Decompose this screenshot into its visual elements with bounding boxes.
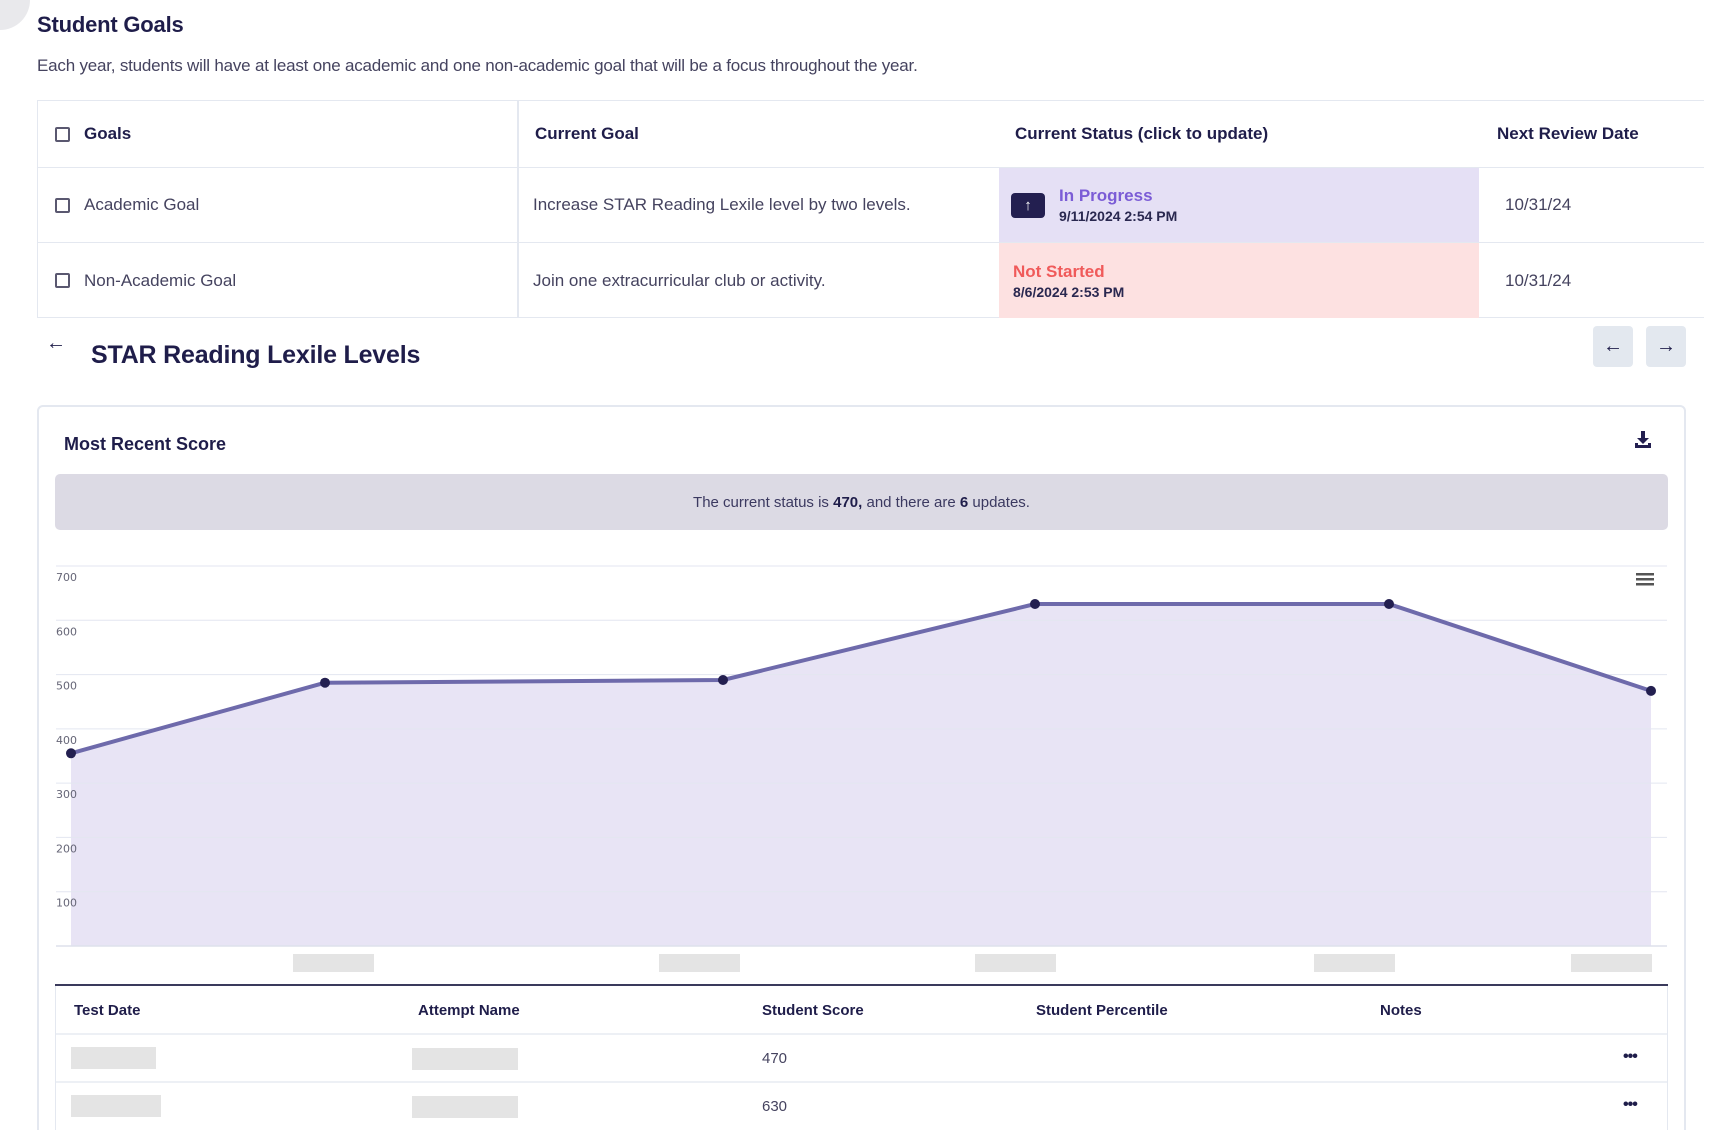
- banner-current-value: 470,: [833, 493, 863, 511]
- header-attempt-name: Attempt Name: [418, 1002, 520, 1019]
- x-tick-label-redacted: [1571, 954, 1652, 972]
- window-corner: [0, 0, 30, 30]
- select-all-checkbox[interactable]: [55, 126, 70, 142]
- status-banner: The current status is 470, and there are…: [55, 474, 1668, 530]
- header-current-status: Current Status (click to update): [1015, 124, 1269, 143]
- header-student-percentile: Student Percentile: [1036, 1002, 1168, 1019]
- student-score: 630: [762, 1098, 788, 1115]
- goal-row-academic: Academic Goal: [55, 168, 199, 242]
- goal-name: Academic Goal: [84, 195, 200, 214]
- row-divider: [56, 1033, 1667, 1035]
- banner-update-count: 6: [959, 493, 969, 511]
- arrow-left-icon: ←: [46, 332, 66, 354]
- section-title: STAR Reading Lexile Levels: [91, 341, 421, 369]
- header-next-review-date: Next Review Date: [1497, 124, 1639, 143]
- x-tick-label-redacted: [659, 954, 740, 972]
- download-icon: [1635, 431, 1651, 448]
- page-title: Student Goals: [37, 12, 184, 37]
- goal-row-non-academic: Non-Academic Goal: [55, 243, 236, 318]
- next-review-date: 10/31/24: [1505, 270, 1572, 290]
- scores-table: Test Date Attempt Name Student Score Stu…: [55, 984, 1668, 1130]
- status-date: 9/11/2024 2:54 PM: [1059, 208, 1178, 224]
- goal-name: Non-Academic Goal: [84, 270, 237, 290]
- status-date: 8/6/2024 2:53 PM: [1013, 283, 1125, 300]
- update-status-button[interactable]: ↑: [1011, 192, 1045, 218]
- test-date-redacted: [71, 1047, 156, 1069]
- arrow-left-icon: ←: [1603, 335, 1623, 357]
- row-checkbox[interactable]: [55, 197, 70, 213]
- row-actions-button[interactable]: •••: [1623, 1048, 1638, 1066]
- row-checkbox[interactable]: [55, 273, 70, 288]
- more-icon: •••: [1623, 1048, 1638, 1065]
- header-notes: Notes: [1380, 1002, 1422, 1019]
- more-icon: •••: [1623, 1096, 1638, 1113]
- chart-menu-button[interactable]: [1634, 570, 1656, 588]
- header-goals-label: Goals: [84, 124, 132, 143]
- arrow-right-icon: →: [1656, 335, 1676, 357]
- score-card: [37, 405, 1686, 1130]
- column-divider: [517, 101, 519, 317]
- hamburger-icon: [1636, 573, 1654, 586]
- x-tick-label-redacted: [1314, 954, 1395, 972]
- next-button[interactable]: →: [1646, 326, 1686, 367]
- status-label: In Progress: [1059, 186, 1153, 205]
- current-goal-text: Join one extracurricular club or activit…: [533, 270, 826, 290]
- header-student-score: Student Score: [762, 1002, 864, 1019]
- goals-table: Goals Current Goal Current Status (click…: [37, 100, 1704, 318]
- download-button[interactable]: [1632, 428, 1654, 450]
- student-score: 470: [762, 1050, 788, 1067]
- banner-text: and there are: [862, 493, 960, 511]
- attempt-name-redacted: [412, 1048, 518, 1070]
- row-divider: [38, 167, 1704, 168]
- page-subtitle: Each year, students will have at least o…: [37, 56, 918, 75]
- arrow-up-icon: ↑: [1024, 196, 1032, 214]
- row-divider: [56, 1081, 1667, 1083]
- status-cell-in-progress[interactable]: ↑ In Progress 9/11/2024 2:54 PM: [999, 168, 1479, 242]
- current-goal-text: Increase STAR Reading Lexile level by tw…: [533, 195, 911, 214]
- card-title: Most Recent Score: [64, 434, 227, 454]
- x-tick-label-redacted: [293, 954, 374, 972]
- header-test-date: Test Date: [74, 1002, 141, 1019]
- table-top-border: [55, 984, 1668, 986]
- status-cell-not-started[interactable]: Not Started 8/6/2024 2:53 PM: [999, 243, 1479, 318]
- row-divider: [38, 242, 1704, 243]
- next-review-date: 10/31/24: [1505, 195, 1572, 214]
- header-goals: Goals: [55, 101, 131, 167]
- back-button[interactable]: ←: [46, 332, 66, 355]
- x-tick-label-redacted: [975, 954, 1056, 972]
- row-actions-button[interactable]: •••: [1623, 1096, 1638, 1114]
- test-date-redacted: [71, 1095, 161, 1117]
- banner-text: updates.: [968, 493, 1030, 511]
- attempt-name-redacted: [412, 1096, 518, 1118]
- header-current-goal: Current Goal: [535, 124, 639, 143]
- banner-text: The current status is: [693, 493, 834, 511]
- status-label: Not Started: [1013, 261, 1105, 281]
- previous-button[interactable]: ←: [1593, 326, 1633, 367]
